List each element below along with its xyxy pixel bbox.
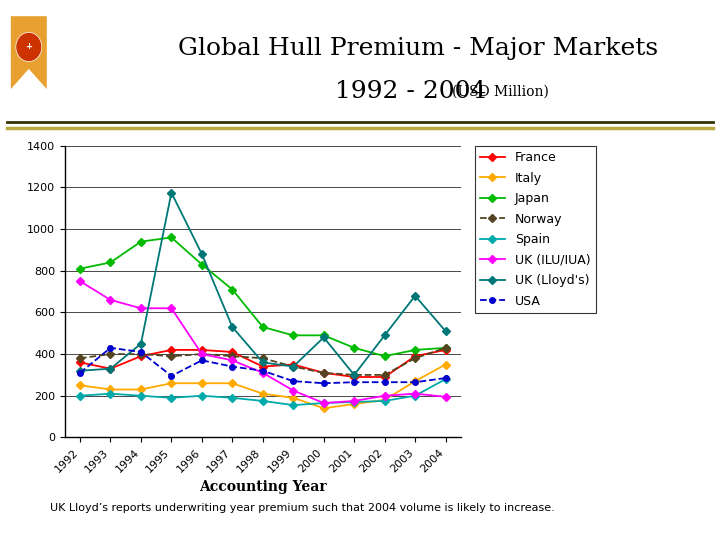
Polygon shape [11, 16, 47, 89]
Circle shape [16, 32, 42, 62]
Legend: France, Italy, Japan, Norway, Spain, UK (ILU/IUA), UK (Lloyd's), USA: France, Italy, Japan, Norway, Spain, UK … [475, 146, 595, 313]
Text: 1992 - 2004: 1992 - 2004 [335, 80, 486, 103]
Text: UK Lloyd’s reports underwriting year premium such that 2004 volume is likely to : UK Lloyd’s reports underwriting year pre… [50, 503, 555, 512]
Text: (USD Million): (USD Million) [452, 85, 549, 99]
X-axis label: Accounting Year: Accounting Year [199, 480, 327, 494]
Text: +: + [25, 43, 32, 51]
Text: Global Hull Premium - Major Markets: Global Hull Premium - Major Markets [178, 37, 657, 60]
